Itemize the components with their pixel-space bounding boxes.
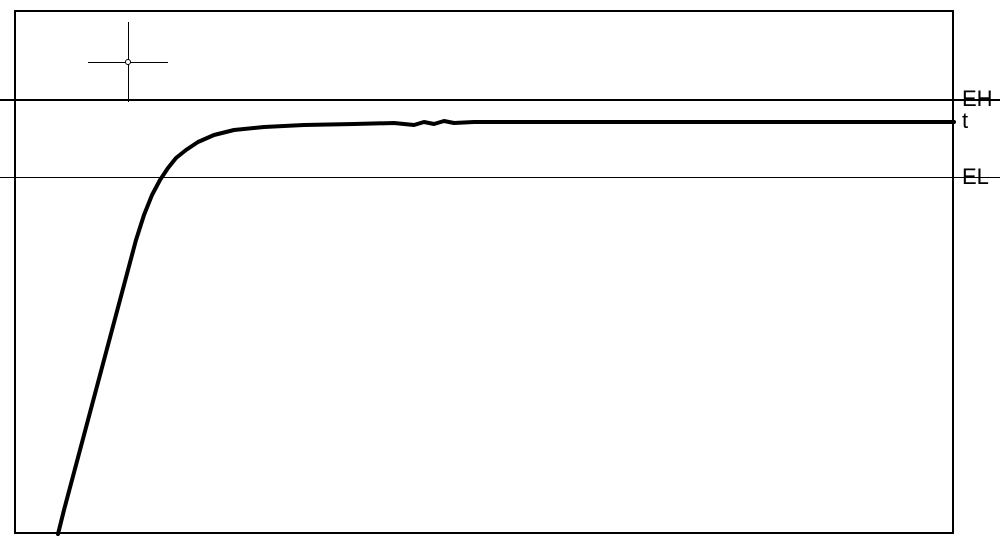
chart-container: EH t EL [0, 0, 1000, 544]
label-el: EL [962, 164, 989, 190]
signal-curve [0, 0, 1000, 544]
label-t: t [962, 108, 968, 134]
